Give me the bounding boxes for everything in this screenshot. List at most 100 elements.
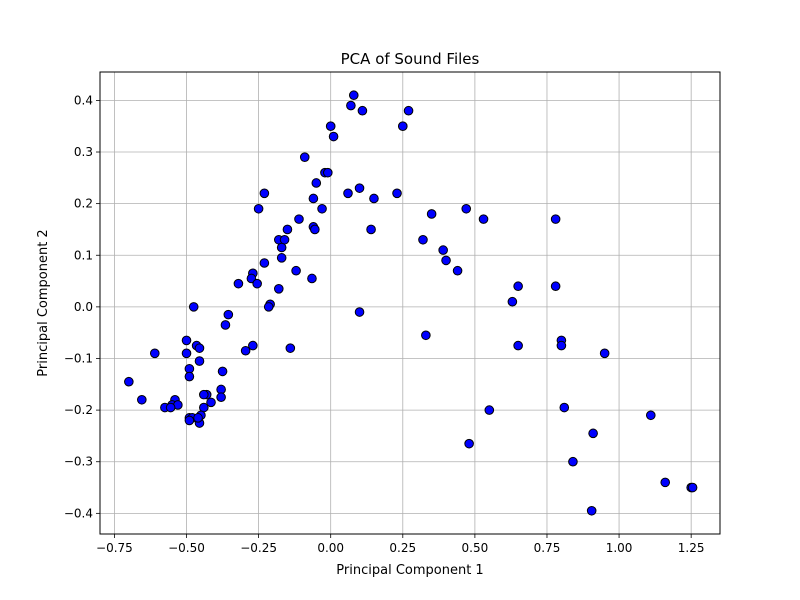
- scatter-point: [188, 302, 199, 312]
- scatter-point: [276, 242, 287, 253]
- scatter-point: [328, 131, 339, 142]
- scatter-point: [325, 121, 336, 132]
- scatter-point: [276, 253, 287, 263]
- x-tick-label: 0.50: [462, 541, 489, 555]
- scatter-point: [194, 356, 205, 366]
- y-axis-title: Principal Component 2: [36, 229, 51, 376]
- scatter-point: [310, 224, 320, 235]
- scatter-point: [216, 392, 226, 403]
- plot-area-frame: [99, 71, 721, 535]
- scatter-point: [441, 255, 451, 266]
- scatter-point: [660, 477, 671, 488]
- scatter-point: [184, 415, 195, 426]
- y-tick-label: 0.2: [74, 197, 93, 211]
- scatter-point: [273, 284, 284, 294]
- scatter-point: [687, 482, 698, 493]
- scatter-point: [354, 183, 365, 193]
- scatter-point: [357, 105, 368, 116]
- scatter-point: [259, 188, 270, 199]
- scatter-point: [452, 265, 463, 276]
- scatter-point: [285, 343, 296, 353]
- x-tick-label: 1.25: [678, 541, 705, 555]
- y-tick-label: −0.4: [64, 506, 93, 520]
- scatter-point: [220, 320, 231, 330]
- scatter-point: [568, 456, 578, 467]
- scatter-point: [403, 105, 414, 116]
- scatter-point: [223, 309, 234, 320]
- scatter-point: [484, 405, 495, 415]
- scatter-point: [418, 234, 428, 245]
- scatter-point: [317, 203, 327, 214]
- y-tick-label: 0.3: [74, 145, 93, 159]
- scatter-point: [550, 281, 561, 292]
- scatter-point: [181, 335, 192, 346]
- scatter-point: [348, 90, 359, 101]
- scatter-point: [323, 167, 333, 178]
- scatter-point: [426, 209, 437, 219]
- scatter-point: [307, 273, 317, 284]
- x-tick-label: −0.25: [240, 541, 277, 555]
- x-tick-label: 0.25: [389, 541, 416, 555]
- scatter-point: [259, 258, 270, 268]
- scatter-point: [311, 178, 322, 188]
- scatter-point: [586, 505, 597, 516]
- x-tick-label: −0.75: [96, 541, 133, 555]
- scatter-point: [397, 121, 408, 132]
- y-tick-label: 0.4: [74, 93, 93, 107]
- scatter-point: [184, 371, 195, 382]
- points-layer: [124, 90, 698, 516]
- scatter-point: [193, 413, 203, 423]
- scatter-point: [507, 296, 518, 307]
- scatter-point: [392, 188, 402, 199]
- scatter-point: [291, 265, 301, 276]
- y-tick-label: 0.1: [74, 248, 93, 262]
- scatter-point: [556, 340, 567, 351]
- scatter-point: [599, 348, 610, 359]
- y-tick-label: 0.0: [74, 300, 93, 314]
- scatter-point: [240, 345, 251, 356]
- scatter-point: [354, 307, 365, 317]
- scatter-point: [346, 100, 356, 111]
- scatter-point: [478, 214, 489, 224]
- scatter-point: [369, 193, 379, 204]
- scatter-point: [252, 278, 262, 289]
- scatter-point: [299, 152, 310, 162]
- scatter-point: [464, 438, 474, 449]
- scatter-point: [253, 203, 264, 214]
- scatter-point: [199, 389, 209, 400]
- scatter-point: [137, 394, 147, 405]
- x-axis-title: Principal Component 1: [336, 563, 483, 578]
- scatter-point: [294, 214, 304, 224]
- y-tick-label: −0.1: [64, 351, 93, 365]
- y-tick-label: −0.2: [64, 403, 93, 417]
- scatter-point: [513, 340, 523, 351]
- scatter-point: [248, 340, 258, 351]
- scatter-point: [181, 348, 192, 359]
- chart-title: PCA of Sound Files: [341, 50, 480, 68]
- scatter-point: [282, 224, 293, 235]
- scatter-point: [559, 402, 570, 413]
- x-tick-label: 0.75: [534, 541, 561, 555]
- scatter-point: [550, 214, 561, 224]
- scatter-point: [366, 224, 376, 235]
- scatter-point: [194, 343, 205, 353]
- scatter-point: [343, 188, 353, 199]
- scatter-point: [645, 410, 656, 421]
- scatter-point: [263, 302, 274, 312]
- scatter-point: [165, 402, 176, 413]
- x-tick-label: −0.50: [168, 541, 205, 555]
- scatter-point: [588, 428, 598, 439]
- scatter-point: [217, 366, 228, 377]
- scatter-point: [308, 193, 319, 204]
- y-tick-label: −0.3: [64, 455, 93, 469]
- scatter-point: [124, 376, 134, 387]
- scatter-point: [421, 330, 431, 341]
- ticks-layer: −0.75 −0.50 −0.25 0.00 0.25 0.50 0.75 1.00 1.25 −…: [64, 93, 705, 555]
- scatter-point: [461, 203, 472, 214]
- x-tick-label: 1.00: [606, 541, 633, 555]
- scatter-point: [438, 245, 448, 255]
- scatter-point: [206, 397, 216, 408]
- scatter-point: [149, 348, 160, 359]
